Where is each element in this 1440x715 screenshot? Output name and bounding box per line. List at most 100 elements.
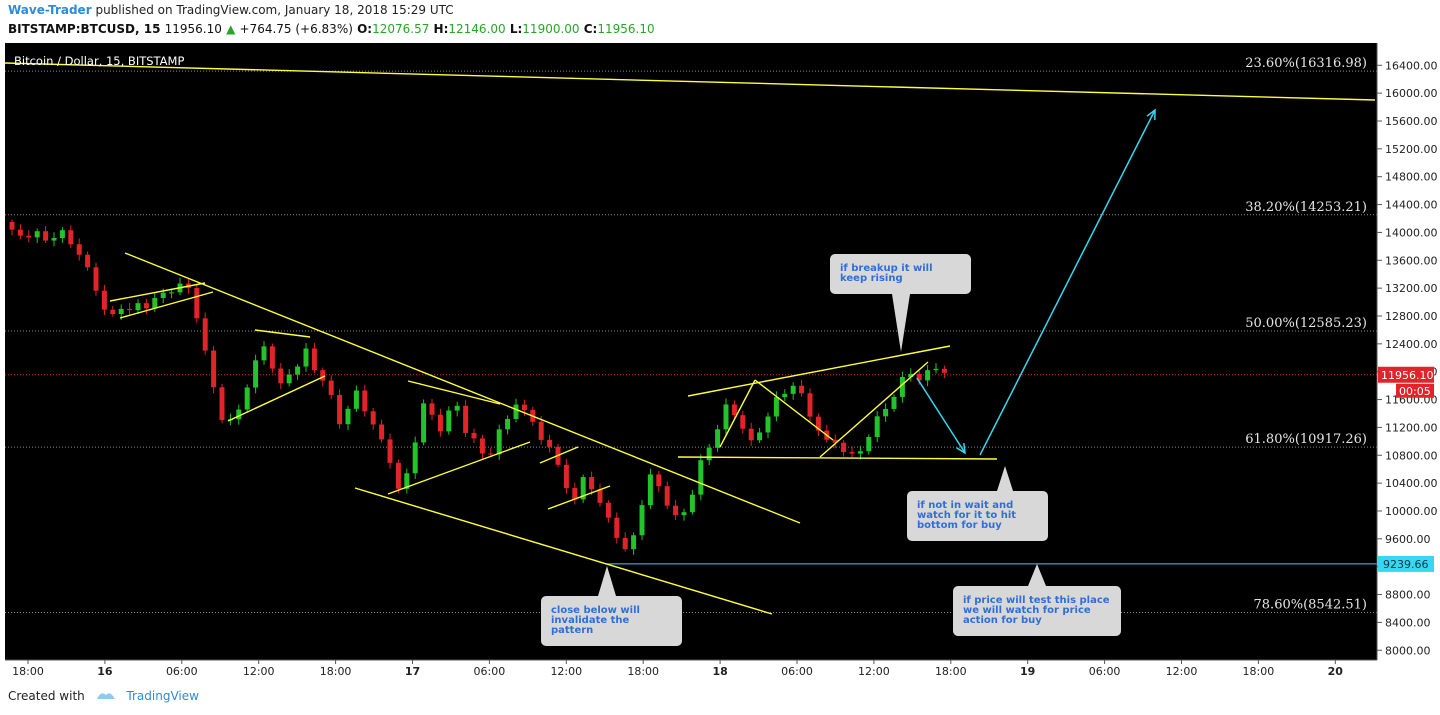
candle xyxy=(925,365,931,387)
candle-body xyxy=(85,254,91,268)
candle xyxy=(236,404,242,425)
y-tick-label: 8400.00 xyxy=(1385,616,1431,629)
candle xyxy=(261,341,267,365)
candle xyxy=(328,375,334,400)
candle-body xyxy=(68,230,74,245)
author-link[interactable]: Wave-Trader xyxy=(8,3,92,17)
candle xyxy=(899,371,905,403)
candle-body xyxy=(395,462,401,489)
tradingview-link[interactable]: TradingView xyxy=(126,689,199,703)
candle-body xyxy=(521,404,527,411)
candle-body xyxy=(211,350,217,388)
candle xyxy=(698,454,704,501)
candle-body xyxy=(748,428,754,441)
trendline-6 xyxy=(254,329,311,338)
candle-body xyxy=(866,437,872,452)
candle-body xyxy=(269,346,275,369)
fib-label-3: 61.80%(10917.26) xyxy=(1245,432,1367,447)
candle-body xyxy=(446,410,452,432)
candle xyxy=(597,483,603,507)
candle-body xyxy=(849,452,855,454)
y-tick-label: 15600.00 xyxy=(1385,115,1438,128)
candle-body xyxy=(664,486,670,506)
trendline-0 xyxy=(4,62,1376,101)
open-label: O: xyxy=(357,22,373,36)
candle xyxy=(706,443,712,466)
candle-body xyxy=(782,393,788,398)
high-label: H: xyxy=(433,22,449,36)
arrow-down-shaft xyxy=(916,377,966,454)
candle xyxy=(874,410,880,443)
candle-body xyxy=(639,505,645,536)
candle xyxy=(143,298,149,315)
x-axis-bg xyxy=(0,660,1377,682)
candle xyxy=(547,434,553,453)
y-tick-label: 10000.00 xyxy=(1385,505,1438,518)
candle xyxy=(101,284,107,316)
candle-body xyxy=(715,429,721,448)
level-badge-label: 9239.66 xyxy=(1383,558,1429,571)
note-invalidate-line-2: pattern xyxy=(551,625,593,636)
y-tick-label: 13600.00 xyxy=(1385,254,1438,267)
close-value: 11956.10 xyxy=(597,22,655,36)
candle-body xyxy=(26,235,32,238)
y-tick-label: 12800.00 xyxy=(1385,310,1438,323)
change-text: +764.75 (+6.83%) xyxy=(239,22,353,36)
candle xyxy=(723,398,729,436)
candle xyxy=(110,306,116,317)
drawings xyxy=(4,62,1376,615)
x-tick-label: 20 xyxy=(1328,665,1344,678)
note-invalidate-line-1: invalidate the xyxy=(551,615,630,626)
x-tick-label: 18:00 xyxy=(627,665,659,678)
candle xyxy=(589,471,595,496)
arrow-up-head xyxy=(1146,108,1156,121)
candle xyxy=(807,388,813,422)
published-text: published on TradingView.com, January 18… xyxy=(95,3,454,17)
fib-levels: 23.60%(16316.98) 38.20%(14253.21) 50.00%(1… xyxy=(5,56,1377,613)
tradingview-logo-icon xyxy=(95,689,117,701)
trendline-5 xyxy=(227,375,326,422)
open-value: 12076.57 xyxy=(372,22,430,36)
candle xyxy=(211,345,217,394)
candle-body xyxy=(152,297,158,309)
candle xyxy=(446,406,452,435)
candle xyxy=(748,422,754,446)
candle xyxy=(580,474,586,504)
candle-body xyxy=(345,408,351,425)
candle xyxy=(731,400,737,419)
candle xyxy=(883,403,889,422)
high-value: 12146.00 xyxy=(448,22,506,36)
arrow-down xyxy=(916,377,966,455)
x-tick-label: 18:00 xyxy=(320,665,352,678)
candle xyxy=(790,382,796,400)
candle xyxy=(765,412,771,439)
y-tick-label: 10800.00 xyxy=(1385,449,1438,462)
candle xyxy=(454,401,460,417)
note-breakup-line-0: if breakup it will xyxy=(840,263,933,274)
candle-body xyxy=(941,368,947,373)
y-tick-label: 14000.00 xyxy=(1385,226,1438,239)
x-tick-label: 18 xyxy=(712,665,727,678)
candle-body xyxy=(673,505,679,516)
y-tick-label: 12400.00 xyxy=(1385,338,1438,351)
candle xyxy=(219,383,225,424)
candle xyxy=(891,394,897,412)
x-tick-label: 06:00 xyxy=(166,665,198,678)
fib-label-1: 38.20%(14253.21) xyxy=(1245,200,1367,215)
candle-body xyxy=(513,404,519,419)
candle xyxy=(941,365,947,379)
candle xyxy=(488,447,494,458)
candle xyxy=(395,459,401,494)
candle xyxy=(43,226,49,244)
x-tick-label: 18:00 xyxy=(935,665,967,678)
note-test-box xyxy=(953,586,1121,636)
note-test-line-2: action for buy xyxy=(963,615,1042,626)
candle xyxy=(908,368,914,382)
y-tick-label: 11200.00 xyxy=(1385,421,1438,434)
level-badge xyxy=(1378,555,1434,572)
candle-body xyxy=(387,439,393,463)
candle-body xyxy=(815,416,821,431)
